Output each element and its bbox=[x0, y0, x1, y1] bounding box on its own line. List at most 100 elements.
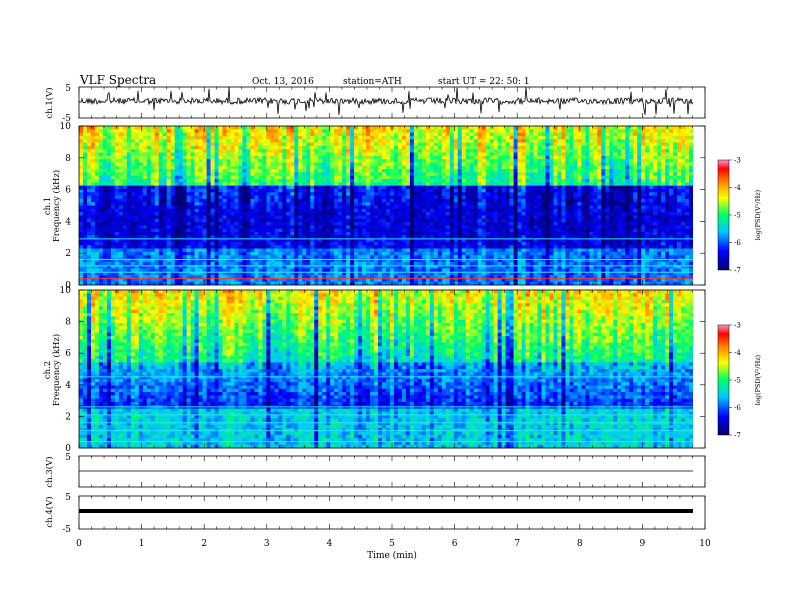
spectrogram-cell bbox=[322, 165, 327, 170]
spectrogram-cell bbox=[393, 198, 399, 203]
spectrogram-cell bbox=[130, 162, 136, 167]
spectrogram-cell bbox=[597, 192, 602, 196]
spectrogram-cell bbox=[397, 149, 403, 153]
spectrogram-cell bbox=[86, 126, 92, 130]
spectrogram-cell bbox=[497, 192, 502, 196]
spectrogram-cell bbox=[86, 172, 92, 176]
spectrogram-cell bbox=[409, 162, 415, 167]
spectrogram-cell bbox=[334, 179, 339, 183]
spectrogram-cell bbox=[242, 126, 247, 130]
spectrogram-cell bbox=[90, 192, 96, 196]
spectrogram-cell bbox=[182, 188, 187, 193]
spectrogram-cell bbox=[234, 129, 239, 133]
spectrogram-cell bbox=[278, 159, 283, 163]
spectrogram-cell bbox=[545, 126, 550, 130]
spectrogram-cell bbox=[421, 179, 427, 183]
spectrogram-cell bbox=[230, 132, 235, 137]
spectrogram-cell bbox=[234, 192, 239, 196]
spectrogram-cell bbox=[79, 129, 84, 133]
spectrogram-cell bbox=[222, 192, 227, 196]
spectrogram-cell bbox=[142, 218, 148, 223]
spectrogram-cell bbox=[274, 185, 279, 190]
spectrogram-cell bbox=[657, 132, 662, 137]
spectrogram-cell bbox=[497, 225, 502, 229]
spectrogram-cell bbox=[557, 195, 562, 200]
spectrogram-cell bbox=[461, 129, 467, 133]
ch1-waveform-panel: 5 -5 ch.1(V) bbox=[44, 84, 706, 124]
spectrogram-cell bbox=[613, 198, 618, 203]
spectrogram-cell bbox=[79, 202, 84, 206]
spectrogram-cell bbox=[681, 152, 686, 157]
spectrogram-cell bbox=[246, 139, 251, 143]
spectrogram-cell bbox=[286, 129, 291, 133]
spectrogram-cell bbox=[473, 192, 478, 196]
spectrogram-cell bbox=[290, 169, 295, 173]
spectrogram-cell bbox=[90, 139, 96, 143]
spectrogram-cell bbox=[262, 208, 267, 213]
spectrogram-cell bbox=[222, 139, 227, 143]
spectrogram-cell bbox=[286, 218, 291, 223]
spectrogram-cell bbox=[429, 208, 435, 213]
spectrogram-cell bbox=[286, 185, 291, 190]
spectrogram-cell bbox=[453, 202, 459, 206]
spectrogram-cell bbox=[322, 132, 327, 137]
spectrogram-cell bbox=[501, 205, 506, 210]
spectrogram-cell bbox=[98, 179, 104, 183]
spectrogram-cell bbox=[142, 159, 148, 163]
spectrogram-cell bbox=[481, 135, 486, 140]
spectrogram-cell bbox=[174, 208, 179, 213]
spectrogram-cell bbox=[366, 228, 371, 233]
spectrogram-cell bbox=[226, 149, 231, 153]
spectrogram-cell bbox=[549, 129, 554, 133]
spectrogram-cell bbox=[625, 222, 630, 226]
spectrogram-cell bbox=[98, 149, 104, 153]
spectrogram-cell bbox=[142, 185, 148, 190]
spectrogram-cell bbox=[194, 152, 199, 157]
spectrogram-cell bbox=[302, 179, 307, 183]
spectrogram-cell bbox=[378, 135, 383, 140]
spectrogram-cell bbox=[370, 162, 375, 167]
spectrogram-cell bbox=[613, 135, 618, 140]
spectrogram-cell bbox=[82, 165, 88, 170]
spectrogram-cell bbox=[210, 208, 215, 213]
spectrogram-cell bbox=[286, 142, 291, 147]
spectrogram-cell bbox=[382, 188, 387, 193]
spectrogram-cell bbox=[338, 198, 343, 203]
spectrogram-cell bbox=[254, 165, 259, 170]
spectrogram-cell bbox=[553, 129, 558, 133]
spectrogram-cell bbox=[513, 126, 518, 130]
spectrogram-cell bbox=[505, 218, 510, 223]
spectrogram-cell bbox=[633, 139, 638, 143]
spectrogram-cell bbox=[358, 218, 363, 223]
spectrogram-cell bbox=[222, 228, 227, 233]
spectrogram-cell bbox=[130, 198, 136, 203]
spectrogram-cell bbox=[681, 212, 686, 216]
spectrogram-cell bbox=[326, 208, 331, 213]
spectrogram-cell bbox=[318, 215, 323, 220]
spectrogram-cell bbox=[389, 218, 395, 223]
spectrogram-cell bbox=[641, 179, 646, 183]
spectrogram-cell bbox=[370, 169, 375, 173]
spectrogram-cell bbox=[158, 222, 164, 226]
spectrogram-cell bbox=[270, 185, 275, 190]
spectrogram-cell bbox=[665, 208, 670, 213]
spectrogram-cell bbox=[258, 165, 263, 170]
spectrogram-cell bbox=[589, 126, 594, 130]
spectrogram-cell bbox=[477, 179, 482, 183]
spectrogram-cell bbox=[214, 225, 219, 229]
spectrogram-cell bbox=[278, 135, 283, 140]
spectrogram-cell bbox=[437, 126, 443, 130]
spectrogram-cell bbox=[146, 139, 152, 143]
spectrogram-cell bbox=[282, 188, 287, 193]
spectrogram-cell bbox=[685, 145, 690, 150]
spectrogram-cell bbox=[342, 188, 347, 193]
spectrogram-cell bbox=[130, 145, 136, 150]
spectrogram-cell bbox=[597, 179, 602, 183]
spectrogram-cell bbox=[322, 215, 327, 220]
spectrogram-cell bbox=[202, 215, 207, 220]
spectrogram-cell bbox=[350, 212, 355, 216]
spectrogram-cell bbox=[413, 142, 419, 147]
spectrogram-cell bbox=[278, 155, 283, 160]
spectrogram-cell bbox=[90, 185, 96, 190]
spectrogram-cell bbox=[601, 172, 606, 176]
